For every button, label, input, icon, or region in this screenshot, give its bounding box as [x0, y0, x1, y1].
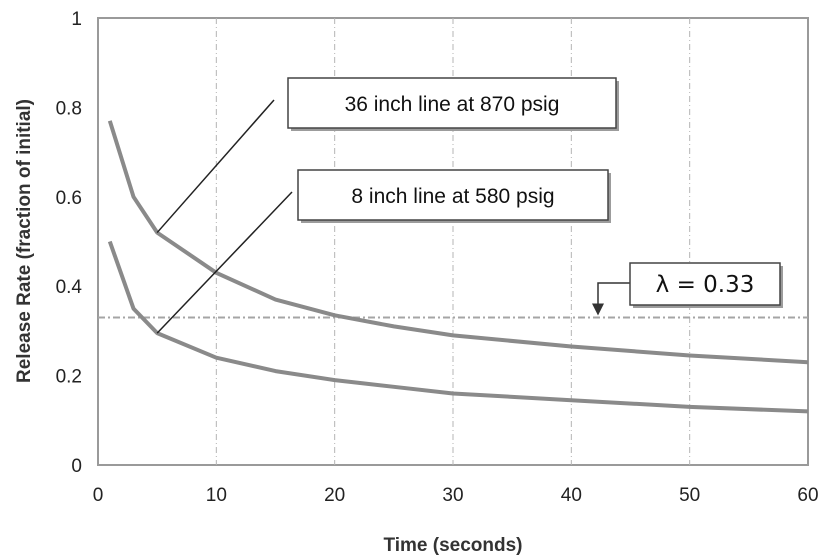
series-line-2 — [107, 240, 809, 414]
x-tick-label: 20 — [324, 485, 345, 506]
y-tick-label: 0 — [71, 456, 82, 477]
lambda-arrowhead — [592, 303, 604, 316]
x-axis-title: Time (seconds) — [383, 535, 522, 556]
y-tick-label: 0.4 — [56, 277, 83, 298]
callout-leader-line-2 — [156, 191, 293, 334]
x-tick-label: 50 — [679, 485, 700, 506]
callout-label: 36 inch line at 870 psig — [345, 93, 560, 116]
x-tick-label: 10 — [206, 485, 227, 506]
x-tick-label: 30 — [442, 485, 463, 506]
callout-label: λ = 0.33 — [656, 272, 755, 298]
y-tick-label: 0.8 — [56, 98, 82, 119]
series-line-1 — [107, 120, 809, 365]
callouts: 36 inch line at 870 psig 8 inch line at 5… — [156, 77, 783, 334]
callout-box — [629, 262, 781, 306]
x-tick-label: 0 — [93, 485, 104, 506]
y-tick-label: 1 — [71, 9, 82, 30]
callout-box — [287, 77, 617, 129]
callout-label: 8 inch line at 580 psig — [351, 185, 554, 208]
series-group — [107, 120, 809, 414]
y-tick-label: 0.6 — [56, 188, 82, 209]
tick-labels: 0 10 20 30 40 50 60 0 0.2 0.4 0.6 0.8 1 — [56, 9, 819, 506]
x-tick-label: 40 — [561, 485, 582, 506]
x-tick-label: 60 — [797, 485, 818, 506]
y-tick-label: 0.2 — [56, 367, 82, 388]
lambda-leader-line — [597, 282, 630, 304]
y-axis-title: Release Rate (fraction of initial) — [14, 99, 35, 383]
callout-box — [297, 169, 609, 221]
callout-leader-line-1 — [156, 99, 275, 234]
